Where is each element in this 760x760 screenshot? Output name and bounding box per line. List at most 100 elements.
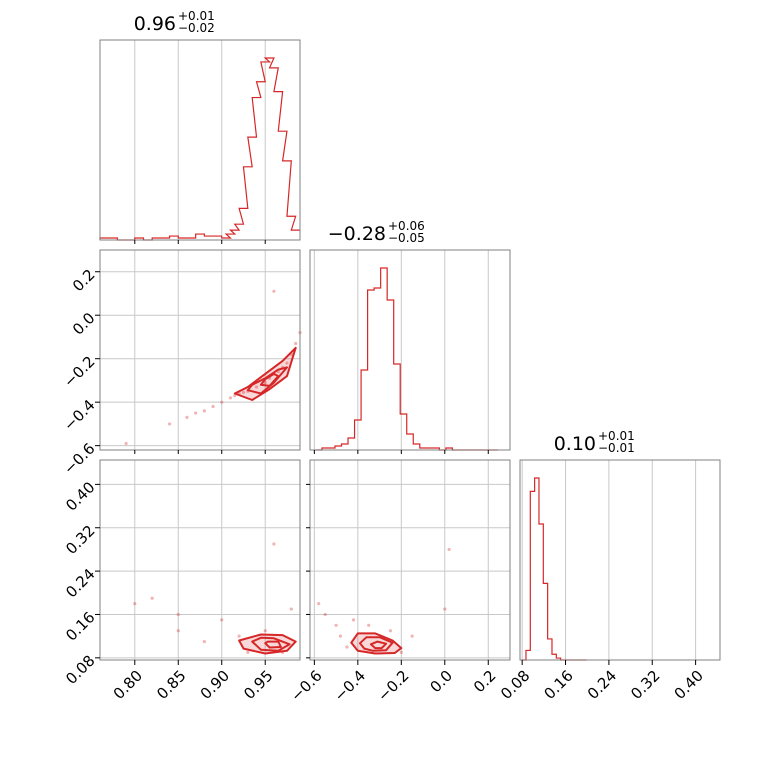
hist-bar <box>196 234 205 240</box>
hist-frame <box>309 249 511 451</box>
panel-title-value: 0.96 <box>134 13 176 35</box>
hist-bar <box>381 268 388 450</box>
scatter-point <box>167 422 172 426</box>
hist-bar <box>361 370 368 450</box>
scatter-panel-2 <box>309 459 511 661</box>
scatter-point <box>272 542 276 546</box>
x-tick-label: 0.2 <box>470 667 500 697</box>
scatter-point <box>211 404 215 409</box>
scatter-point <box>194 411 198 415</box>
hist-panel-1 <box>309 249 511 451</box>
panel-title-minus: −0.02 <box>178 21 215 35</box>
x-tick-label: 0.24 <box>584 667 620 703</box>
hist-bar <box>539 524 543 660</box>
panel-title-plus: +0.01 <box>178 9 215 23</box>
scatter-point <box>150 596 154 600</box>
x-tick-label: 0.08 <box>497 667 533 703</box>
contour-level-1 <box>359 636 394 652</box>
scatter-point <box>447 547 451 552</box>
x-tick-label: −0.2 <box>374 667 412 705</box>
scatter-point <box>228 396 233 400</box>
y-tick-label: 0.0 <box>69 309 99 339</box>
scatter-point <box>388 629 393 633</box>
x-tick-label: −0.6 <box>287 667 325 705</box>
x-tick-label: 0.32 <box>627 667 663 703</box>
y-tick-label: 0.40 <box>62 478 98 514</box>
scatter-point <box>124 441 128 446</box>
hist-bar <box>274 92 283 240</box>
scatter-point <box>202 639 206 644</box>
scatter-point <box>294 341 298 346</box>
scatter-point <box>241 390 246 394</box>
hist-bar <box>535 478 539 660</box>
y-tick-label: −0.6 <box>60 439 98 477</box>
hist-bar <box>265 58 274 240</box>
contour-level-2 <box>264 640 282 649</box>
panel-title-minus: −0.05 <box>388 231 425 245</box>
scatter-point <box>254 385 259 389</box>
scatter-frame <box>99 459 301 661</box>
x-tick-label: 0.90 <box>197 667 233 703</box>
contour-level-2 <box>259 372 280 387</box>
hist-bar <box>348 438 355 450</box>
scatter-point <box>345 645 349 649</box>
scatter-point <box>176 612 180 617</box>
y-tick-label: −0.4 <box>60 396 98 434</box>
y-tick-label: 0.16 <box>62 608 98 644</box>
hist-bar <box>552 654 556 660</box>
hist-bar <box>530 491 534 660</box>
hist-bar <box>257 82 266 240</box>
scatter-panel-0 <box>99 249 302 451</box>
scatter-point <box>220 618 224 622</box>
y-tick-label: 0.2 <box>69 266 99 296</box>
scatter-point <box>367 623 371 627</box>
hist-bar <box>252 98 261 240</box>
panel-title-minus: −0.01 <box>598 441 635 455</box>
scatter-point <box>237 634 241 638</box>
scatter-point <box>351 618 356 622</box>
x-tick-label: 0.40 <box>671 667 707 703</box>
hist-panel-0 <box>99 39 301 241</box>
hist-panel-2 <box>519 459 721 661</box>
scatter-point <box>323 612 327 617</box>
hist-outline <box>521 477 587 661</box>
scatter-point <box>338 634 343 638</box>
hist-bar <box>278 131 287 240</box>
hist-bar <box>407 434 414 450</box>
hist-bar <box>548 639 552 660</box>
hist-outline <box>315 267 499 451</box>
x-tick-label: 0.0 <box>426 667 456 697</box>
contour-level-1 <box>251 636 291 652</box>
scatter-point <box>289 607 293 611</box>
scatter-frame <box>99 249 301 451</box>
scatter-point <box>220 400 224 404</box>
hist-bar <box>342 444 349 450</box>
hist-bar <box>374 288 381 450</box>
scatter-point <box>246 650 250 655</box>
scatter-point <box>202 409 206 413</box>
hist-bar <box>291 230 300 240</box>
scatter-frame <box>309 459 511 661</box>
hist-bar <box>248 137 257 240</box>
scatter-panel-1 <box>99 459 301 661</box>
scatter-point <box>317 602 321 606</box>
x-tick-label: 0.16 <box>540 667 576 703</box>
scatter-point <box>185 415 189 419</box>
y-tick-label: 0.32 <box>62 522 98 558</box>
panel-title-value: −0.28 <box>328 223 386 245</box>
scatter-point <box>176 629 180 633</box>
scatter-point <box>410 634 414 638</box>
x-tick-label: 0.95 <box>240 667 276 703</box>
hist-outline <box>99 57 300 241</box>
y-tick-label: 0.24 <box>62 565 98 601</box>
hist-frame <box>519 459 721 661</box>
contour-level-1 <box>246 366 288 395</box>
hist-bar <box>368 290 375 450</box>
hist-bar <box>270 68 279 240</box>
y-tick-label: −0.2 <box>60 353 98 391</box>
hist-bar <box>413 444 420 450</box>
x-tick-label: 0.85 <box>153 667 189 703</box>
y-tick-label: 0.08 <box>62 652 98 688</box>
panel-title-plus: +0.06 <box>388 219 425 233</box>
